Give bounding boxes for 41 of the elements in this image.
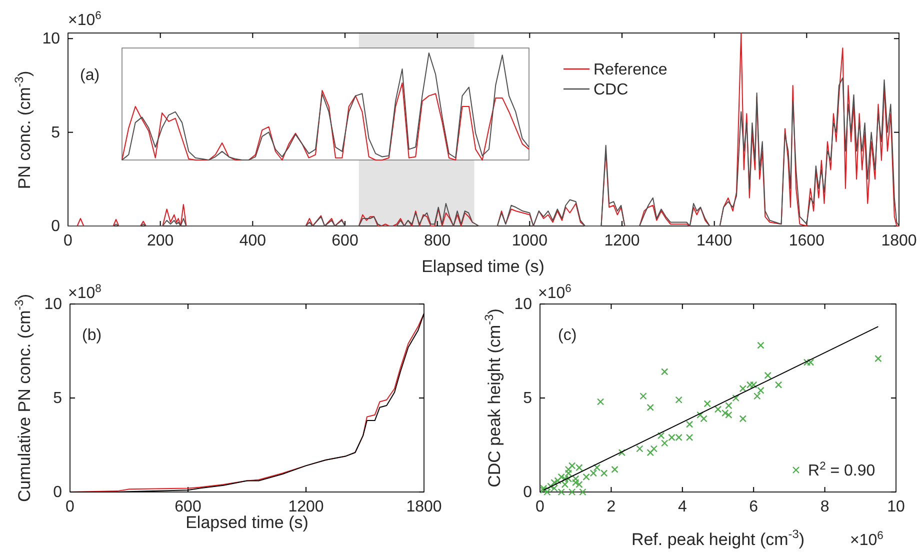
text: ×10$^{6}$ (538, 283, 572, 302)
x-tick-label: 400 (239, 232, 266, 250)
text: ×10$^{6}$ (68, 10, 102, 29)
x-tick-label: 600 (174, 498, 202, 516)
x-tick-label: 6 (749, 498, 758, 516)
legend-label: Reference (594, 62, 668, 78)
annotation: (c) (558, 327, 577, 344)
x-tick-label: 10 (887, 498, 905, 516)
y-tick-label: 0 (523, 484, 532, 502)
x-tick-label: 4 (678, 498, 687, 516)
x-tick-label: 200 (146, 232, 174, 250)
y-tick-label: 5 (51, 124, 60, 142)
x-tick-label: 1600 (788, 232, 825, 250)
y-tick-label: 5 (53, 390, 62, 408)
y-tick-label: 10 (44, 296, 62, 314)
annotation: (b) (82, 327, 102, 344)
annotation: (a) (80, 67, 100, 84)
y-tick-label: 5 (523, 390, 532, 408)
x-tick-label: 1800 (881, 232, 917, 250)
x-tick-label: 600 (332, 232, 358, 250)
legend-label: CDC (594, 82, 628, 98)
y-tick-label: 10 (514, 296, 532, 314)
x-axis-title: Elapsed time (s) (422, 257, 544, 276)
x-axis-title: Ref. peak height (cm$^{-3}$) (631, 527, 805, 549)
x-tick-label: 1000 (512, 232, 548, 250)
x-tick-label: 1200 (288, 498, 324, 516)
x-tick-label: 2 (606, 498, 616, 516)
x-tick-label: 0 (536, 498, 545, 516)
y-tick-label: 10 (42, 30, 60, 48)
legend-label: R$^{2}$ = 0.90 (808, 460, 876, 480)
y-tick-label: 0 (51, 218, 60, 236)
text: ×10$^{6}$ (850, 530, 884, 549)
x-tick-label: 0 (66, 498, 75, 516)
x-axis-title: Elapsed time (s) (186, 513, 308, 532)
x-tick-label: 800 (424, 232, 451, 250)
x-tick-label: 8 (820, 498, 830, 516)
text: ×10$^{8}$ (68, 283, 102, 302)
x-tick-label: 1800 (406, 498, 442, 516)
x-tick-label: 1200 (604, 232, 640, 250)
x-tick-label: 1400 (696, 232, 732, 250)
y-tick-label: 0 (53, 484, 62, 502)
